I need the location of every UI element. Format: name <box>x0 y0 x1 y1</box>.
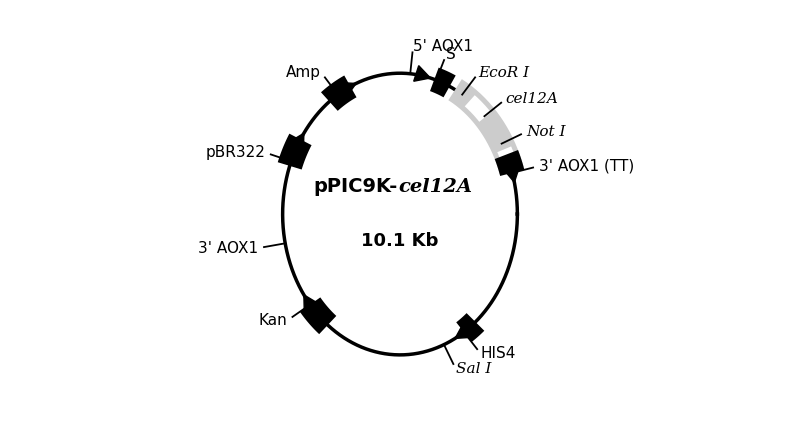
Text: Amp: Amp <box>286 65 322 80</box>
Text: Sal I: Sal I <box>456 362 491 376</box>
Text: EcoR I: EcoR I <box>478 66 530 79</box>
Polygon shape <box>290 133 304 150</box>
Polygon shape <box>455 324 472 338</box>
Text: 10.1 Kb: 10.1 Kb <box>362 232 438 251</box>
Polygon shape <box>339 83 356 97</box>
Text: Kan: Kan <box>259 313 288 328</box>
Text: pBR322: pBR322 <box>206 145 266 160</box>
Polygon shape <box>503 166 519 182</box>
Text: 3' AOX1: 3' AOX1 <box>198 241 258 256</box>
Polygon shape <box>414 66 430 81</box>
Text: 5' AOX1: 5' AOX1 <box>413 39 473 54</box>
Text: 3' AOX1 (TT): 3' AOX1 (TT) <box>538 159 634 174</box>
Text: Not I: Not I <box>526 125 566 139</box>
Text: cel12A: cel12A <box>506 92 558 106</box>
Text: S: S <box>446 47 456 62</box>
Polygon shape <box>304 295 318 312</box>
Text: cel12A: cel12A <box>398 178 472 196</box>
Text: HIS4: HIS4 <box>481 346 516 361</box>
Text: pPIC9K-: pPIC9K- <box>314 177 398 196</box>
